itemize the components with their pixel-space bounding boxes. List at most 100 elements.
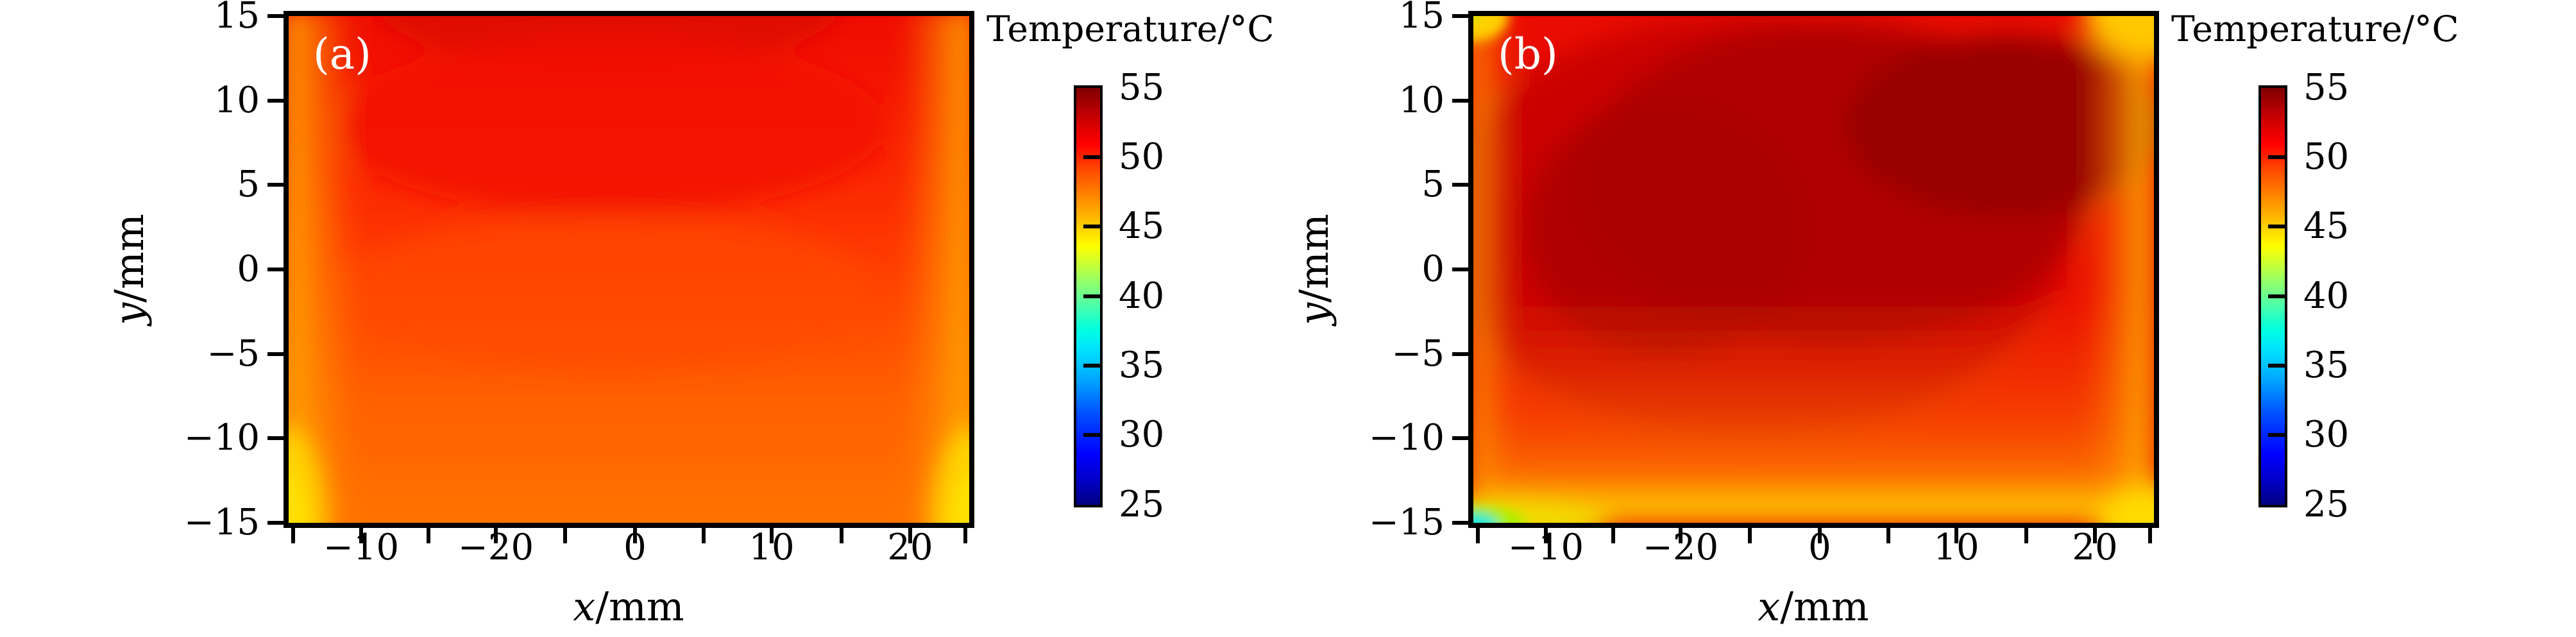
colorbar-tick <box>1083 364 1100 368</box>
x-tick <box>2093 528 2097 543</box>
x-axis-variable: x <box>573 583 596 630</box>
x-tick-label: 0 <box>623 527 647 568</box>
panel-label-b: (b) <box>1498 30 1558 79</box>
y-tick-label: −15 <box>183 502 260 543</box>
x-tick <box>1748 528 1752 543</box>
heatmap-a <box>289 16 969 523</box>
y-tick <box>1452 183 1468 187</box>
colorbar-tick-label: 55 <box>1119 67 1165 108</box>
y-tick-label: 10 <box>214 80 260 121</box>
colorbar-tick <box>2268 433 2285 437</box>
y-tick <box>267 521 284 525</box>
heatmap-b-layers <box>1473 16 2154 523</box>
colorbar-tick <box>2268 155 2285 159</box>
y-tick-label: 0 <box>1421 248 1445 290</box>
x-tick <box>770 528 774 543</box>
y-tick-label: 10 <box>1398 80 1445 121</box>
x-tick <box>291 528 295 543</box>
y-tick <box>1452 99 1468 103</box>
colorbar-tick-label: 45 <box>2303 205 2350 247</box>
x-tick <box>840 528 843 543</box>
colorbar-tick-label: 35 <box>2303 344 2350 386</box>
y-axis-label-a: y/mm <box>106 214 153 325</box>
x-tick <box>359 528 363 543</box>
x-tick <box>2148 528 2152 543</box>
colorbar-tick-label: 35 <box>1119 344 1165 386</box>
x-tick <box>563 528 567 543</box>
x-tick-label: 20 <box>2072 527 2118 568</box>
x-tick <box>963 528 967 543</box>
plot-area-b <box>1468 11 2159 528</box>
x-axis-label-a: x/mm <box>573 587 684 627</box>
y-tick-label: 5 <box>237 164 260 205</box>
x-axis-variable: x <box>1758 583 1781 630</box>
colorbar-a <box>1074 85 1103 507</box>
x-tick-label: 10 <box>1933 527 1979 568</box>
colorbar-tick <box>1083 294 1100 298</box>
y-tick-label: 15 <box>214 0 260 37</box>
x-tick <box>2024 528 2028 543</box>
y-axis-variable: y <box>1291 302 1337 325</box>
colorbar-tick-label: 50 <box>1119 136 1165 178</box>
y-axis-unit: /mm <box>106 214 153 303</box>
y-tick-label: −10 <box>183 417 260 459</box>
heatmap-b <box>1473 16 2154 523</box>
y-tick <box>1452 14 1468 18</box>
x-tick <box>1954 528 1958 543</box>
colorbar-tick-label: 45 <box>1119 205 1165 247</box>
colorbar-b <box>2258 85 2287 507</box>
x-tick-label: 10 <box>749 527 795 568</box>
colorbar-tick-label: 25 <box>1119 484 1165 525</box>
x-tick-label: −20 <box>457 527 534 568</box>
y-tick-label: 15 <box>1398 0 1445 37</box>
colorbar-tick <box>1083 225 1100 228</box>
colorbar-tick <box>2268 364 2285 368</box>
x-tick <box>494 528 498 543</box>
x-tick <box>1611 528 1615 543</box>
panel-label-a: (a) <box>313 30 371 79</box>
x-axis-label-b: x/mm <box>1758 587 1868 627</box>
y-tick-label: −5 <box>1391 333 1445 375</box>
x-tick <box>633 528 637 543</box>
x-tick-label: 20 <box>887 527 933 568</box>
colorbar-tick-label: 25 <box>2303 484 2350 525</box>
y-tick-label: 0 <box>237 248 260 290</box>
colorbar-title-b: Temperature/°C <box>2171 8 2459 49</box>
x-tick <box>1679 528 1682 543</box>
plot-area-a <box>284 11 974 528</box>
x-tick <box>1886 528 1890 543</box>
x-tick-label: −10 <box>323 527 400 568</box>
colorbar-tick-label: 40 <box>2303 275 2350 317</box>
y-tick-label: −10 <box>1368 417 1445 459</box>
x-tick <box>702 528 706 543</box>
y-axis-label-b: y/mm <box>1291 214 1337 325</box>
y-tick <box>1452 268 1468 271</box>
colorbar-tick-label: 40 <box>1119 275 1165 317</box>
colorbar-tick <box>1083 155 1100 159</box>
colorbar-tick-label: 30 <box>1119 414 1165 455</box>
heatmap-a-layers <box>289 16 969 523</box>
y-axis-unit: /mm <box>1291 214 1337 303</box>
x-tick <box>908 528 912 543</box>
y-tick-label: −15 <box>1368 502 1445 543</box>
x-tick-label: −10 <box>1507 527 1584 568</box>
y-tick <box>1452 436 1468 440</box>
x-tick-label: −20 <box>1642 527 1719 568</box>
y-tick <box>267 352 284 356</box>
colorbar-title-a: Temperature/°C <box>987 8 1275 49</box>
x-tick <box>1476 528 1480 543</box>
y-tick <box>1452 521 1468 525</box>
colorbar-tick-label: 30 <box>2303 414 2350 455</box>
colorbar-tick <box>2268 225 2285 228</box>
x-tick <box>1544 528 1548 543</box>
y-tick <box>267 14 284 18</box>
y-tick <box>267 436 284 440</box>
colorbar-tick-label: 50 <box>2303 136 2350 178</box>
y-tick-label: −5 <box>207 333 260 375</box>
colorbar-tick-label: 55 <box>2303 67 2350 108</box>
y-tick-label: 5 <box>1421 164 1445 205</box>
x-tick-label: 0 <box>1808 527 1831 568</box>
colorbar-tick <box>1083 433 1100 437</box>
x-axis-unit: /mm <box>595 583 684 630</box>
